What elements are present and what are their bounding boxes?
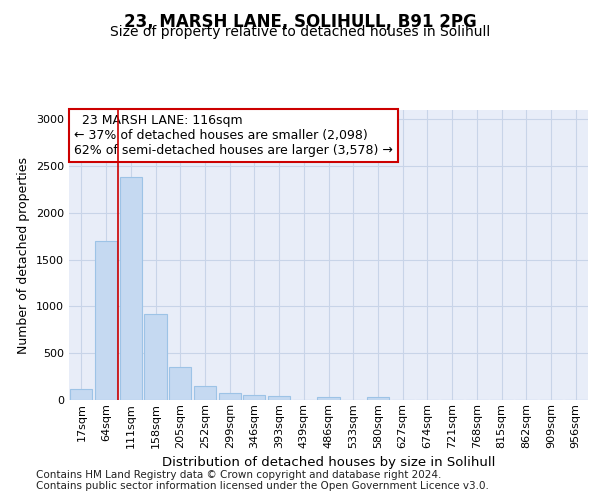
Bar	[243, 395, 265, 400]
Text: Size of property relative to detached houses in Solihull: Size of property relative to detached ho…	[110, 25, 490, 39]
Bar	[119, 178, 142, 400]
Bar	[218, 392, 241, 400]
Text: 23, MARSH LANE, SOLIHULL, B91 2PG: 23, MARSH LANE, SOLIHULL, B91 2PG	[124, 12, 476, 30]
Bar	[145, 314, 167, 400]
Bar	[367, 397, 389, 400]
Bar	[317, 397, 340, 400]
Bar	[70, 389, 92, 400]
Bar	[95, 241, 117, 400]
X-axis label: Distribution of detached houses by size in Solihull: Distribution of detached houses by size …	[162, 456, 495, 469]
Text: 23 MARSH LANE: 116sqm
← 37% of detached houses are smaller (2,098)
62% of semi-d: 23 MARSH LANE: 116sqm ← 37% of detached …	[74, 114, 393, 158]
Bar	[268, 396, 290, 400]
Bar	[194, 386, 216, 400]
Text: Contains HM Land Registry data © Crown copyright and database right 2024.: Contains HM Land Registry data © Crown c…	[36, 470, 442, 480]
Y-axis label: Number of detached properties: Number of detached properties	[17, 156, 31, 354]
Bar	[169, 368, 191, 400]
Text: Contains public sector information licensed under the Open Government Licence v3: Contains public sector information licen…	[36, 481, 489, 491]
